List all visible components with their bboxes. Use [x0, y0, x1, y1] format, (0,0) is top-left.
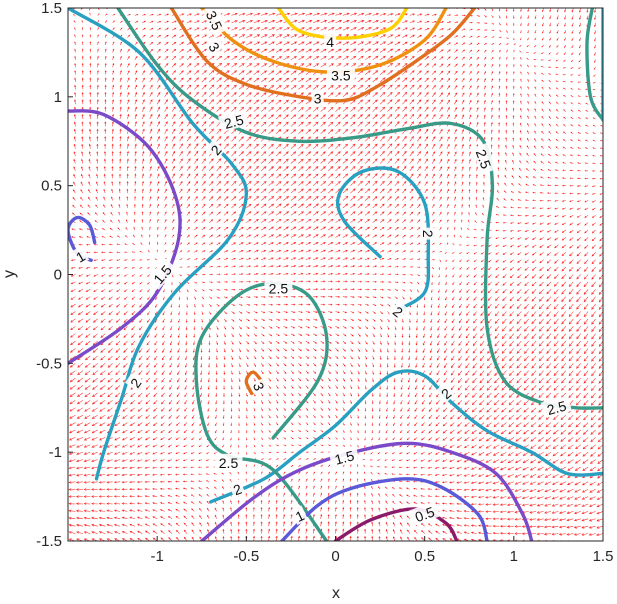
contour-label-text: 2.5 [473, 147, 495, 171]
contour-label-bg [388, 301, 409, 322]
contour-label: 2.5 [264, 279, 293, 297]
contour-label-bg [328, 445, 360, 468]
quiver-arrows [68, 8, 603, 541]
contour-label: 3 [205, 37, 226, 57]
y-tick-label: 0 [54, 267, 62, 284]
contour-label: 0.5 [408, 501, 441, 526]
contour-label-bg [201, 3, 229, 37]
x-ticks: -1 -0.5 0 0.5 1 1.5 [150, 536, 613, 565]
contour-label-text: 2.5 [219, 455, 239, 471]
contour-label: 2 [228, 478, 246, 499]
contour-line-1-5 [200, 441, 534, 541]
y-tick-label: 0.5 [41, 178, 62, 195]
contour-label-bg [70, 245, 90, 266]
contour-label: 3 [250, 377, 270, 395]
contour-label-text: 2.5 [269, 281, 289, 297]
contour-label-bg [326, 66, 355, 83]
contour-label-bg [324, 32, 337, 49]
contour-label-bg [250, 377, 270, 395]
contour-label-bg [311, 89, 324, 106]
contour-label-bg [205, 139, 226, 160]
contour-label: 3 [311, 89, 324, 107]
quiver-field [68, 8, 603, 541]
contour-label-bg [290, 505, 309, 525]
contour-label-text: 3.5 [203, 8, 226, 33]
contour-label-bg [540, 395, 572, 419]
y-tick-label: 1.5 [41, 0, 62, 17]
contour-line-2 [209, 369, 603, 504]
contour-label: 2 [124, 372, 145, 392]
contour-label: 2.5 [217, 109, 250, 133]
x-tick-label: 1 [510, 548, 518, 565]
x-tick-label: -1 [150, 548, 163, 565]
contour-label-bg [264, 279, 293, 296]
contour-label: 2.5 [540, 395, 572, 419]
contour-label-bg [472, 142, 497, 175]
contour-label-bg [228, 478, 246, 499]
contour-line-2 [68, 8, 249, 481]
contour-label: 4 [324, 32, 337, 50]
contour-label: 1.5 [328, 445, 360, 468]
y-axis-label: y [1, 270, 18, 278]
y-ticks: -1.5 -1 -0.5 0 0.5 1 1.5 [36, 0, 73, 550]
x-axis-label: x [332, 585, 340, 602]
contour-label: 3.5 [326, 66, 355, 84]
contour-label: 2 [420, 227, 438, 240]
contour-label-text: 3.5 [331, 68, 351, 84]
contour-label-text: 1.5 [333, 447, 356, 468]
contour-label-text: 0.5 [413, 503, 437, 525]
contour-line-4 [276, 8, 409, 40]
contour-label-bg [421, 227, 438, 240]
contour-line-2 [335, 166, 431, 312]
contour-label-bg [205, 37, 226, 57]
y-tick-label: -1 [49, 444, 62, 461]
x-tick-label: 0.5 [414, 548, 435, 565]
y-tick-label: 1 [54, 89, 62, 106]
contour-label: 3.5 [201, 3, 229, 37]
y-tick-label: -0.5 [36, 355, 62, 372]
contour-label-bg [124, 372, 145, 392]
x-tick-label: 0 [331, 548, 339, 565]
contour-label-bg [217, 109, 250, 133]
contour-label: 1 [290, 505, 309, 525]
contour-label: 2.5 [214, 453, 243, 471]
contour-line-3 [244, 370, 266, 396]
y-tick-label: -1.5 [36, 533, 62, 550]
contour-label-text: 2 [420, 230, 436, 238]
contour-label-text: 2.5 [222, 111, 245, 132]
contour-line-1 [280, 477, 489, 541]
contour-line-3-5 [200, 8, 448, 74]
contour-line-2-5 [585, 8, 603, 122]
contour-label-bg [146, 257, 177, 290]
contour-label-bg [214, 453, 243, 470]
contour-label: 1 [70, 245, 90, 266]
contour-line-3 [169, 8, 477, 103]
contour-label-bg [408, 501, 441, 526]
contour-label-text: 3 [314, 91, 322, 107]
contour-line-1-5 [68, 109, 182, 365]
contour-label-text: 2.5 [545, 397, 568, 418]
contour-label-bg [435, 382, 456, 403]
contour-label: 2.5 [472, 142, 497, 175]
contour-label-text: 4 [326, 34, 334, 50]
contour-line-2-5 [116, 8, 603, 410]
x-tick-label: -0.5 [233, 548, 259, 565]
x-tick-label: 1.5 [593, 548, 614, 565]
